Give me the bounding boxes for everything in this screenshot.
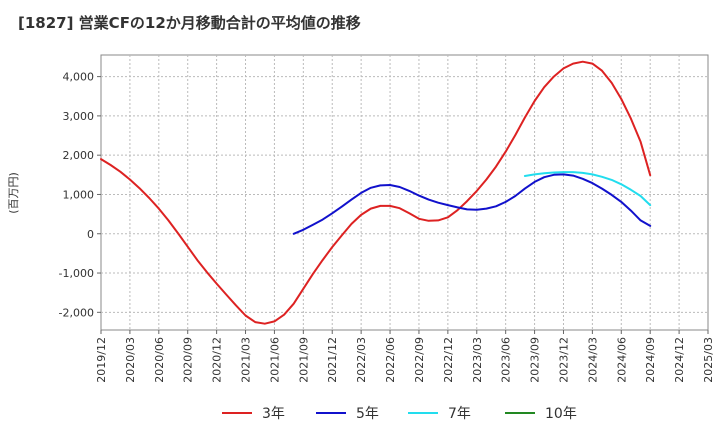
y-tick-label: 4,000 <box>63 71 95 84</box>
grid-layer <box>101 55 708 330</box>
x-tick-label: 2020/03 <box>124 337 137 383</box>
legend-label-0: 3年 <box>262 406 285 422</box>
y-tick-label: 0 <box>87 228 94 241</box>
x-tick-label: 2024/03 <box>586 337 599 383</box>
x-tick-label: 2022/06 <box>384 337 397 383</box>
x-tick-label: 2022/09 <box>413 337 426 383</box>
x-tick-label: 2023/03 <box>471 337 484 383</box>
y-tick-label: 2,000 <box>63 149 95 162</box>
x-tick-label: 2024/06 <box>615 337 628 383</box>
x-ticks: 2019/12 2020/03 2020/06 2020/09 2020/12 2021/… <box>95 330 715 383</box>
x-tick-label: 2022/03 <box>355 337 368 383</box>
y-tick-label: -2,000 <box>59 306 94 319</box>
chart-title: [1827] 営業CFの12か月移動合計の平均値の推移 <box>18 14 361 32</box>
x-tick-label: 2023/06 <box>500 337 513 383</box>
y-axis-label: (百万円) <box>7 172 20 214</box>
series-line-1 <box>292 173 652 235</box>
y-tick-label: 1,000 <box>63 188 95 201</box>
x-tick-label: 2023/12 <box>557 337 570 383</box>
x-tick-label: 2020/06 <box>153 337 166 383</box>
x-tick-label: 2023/09 <box>529 337 542 383</box>
legend-label-1: 5年 <box>356 406 379 422</box>
x-tick-label: 2020/09 <box>182 337 195 383</box>
plot-area <box>100 54 709 331</box>
x-tick-label: 2021/03 <box>240 337 253 383</box>
x-tick-label: 2021/06 <box>268 337 281 383</box>
x-tick-label: 2022/12 <box>442 337 455 383</box>
legend-label-3: 10年 <box>545 406 577 422</box>
x-tick-label: 2024/09 <box>644 337 657 383</box>
series-line-2 <box>523 171 652 207</box>
x-tick-label: 2019/12 <box>95 337 108 383</box>
x-tick-label: 2021/12 <box>326 337 339 383</box>
y-tick-label: 3,000 <box>63 110 95 123</box>
legend-label-2: 7年 <box>448 406 471 422</box>
legend: 3年 5年 7年 10年 <box>222 406 577 422</box>
x-tick-label: 2020/12 <box>211 337 224 383</box>
y-ticks: -2,000 -1,000 0 1,000 2,000 3,000 4,000 <box>59 71 101 319</box>
x-tick-label: 2021/09 <box>297 337 310 383</box>
x-tick-label: 2025/03 <box>702 337 715 383</box>
series-layer <box>100 60 652 325</box>
x-tick-label: 2024/12 <box>673 337 686 383</box>
series-line-0 <box>100 60 652 325</box>
y-tick-label: -1,000 <box>59 267 94 280</box>
